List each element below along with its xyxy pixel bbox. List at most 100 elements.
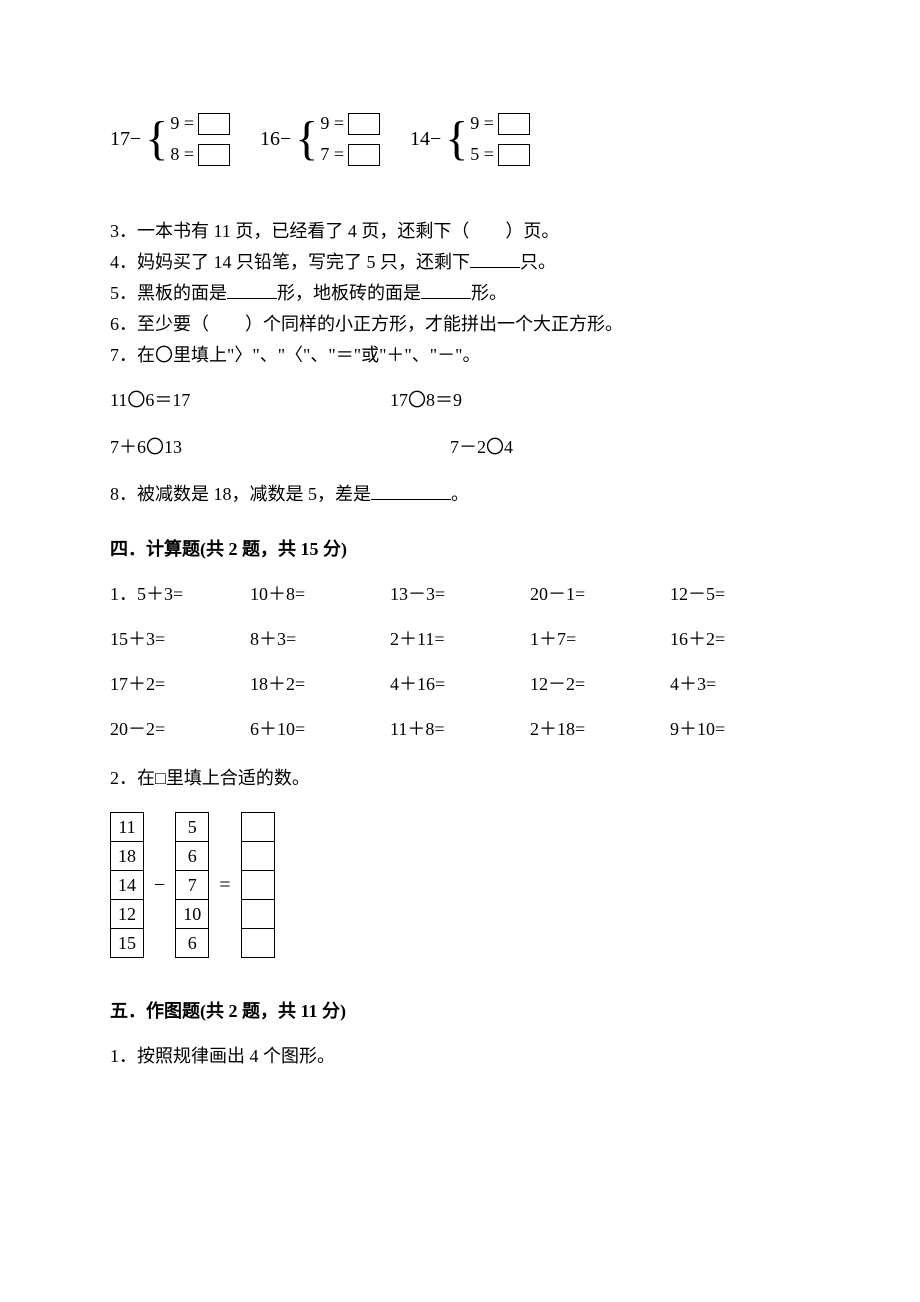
result-column [241, 812, 275, 958]
eq-line: 9 = [320, 110, 380, 137]
calc-cell: 10＋8= [250, 581, 390, 608]
answer-box[interactable] [348, 113, 380, 135]
calc-cell: 4＋3= [670, 671, 810, 698]
eq-lead: 14− [410, 124, 441, 154]
table-cell: 15 [111, 929, 144, 958]
eq-lead: 16− [260, 124, 291, 154]
question-7: 7．在〇里填上"〉"、"〈"、"＝"或"＋"、"－"。 [110, 342, 810, 369]
calc-cell: 12－5= [670, 581, 810, 608]
calc-cell: 20－2= [110, 716, 250, 743]
eq-line: 9 = [170, 110, 230, 137]
compare-cell: 11〇6＝17 [110, 387, 390, 414]
eq-group-1: 17− { 9 = 8 = [110, 110, 230, 168]
calc-cell: 15＋3= [110, 626, 250, 653]
minus-sign: − [152, 870, 167, 900]
equals-sign: = [217, 870, 232, 900]
eq-lead: 17− [110, 124, 141, 154]
q8-pre: 8．被减数是 18，减数是 5，差是 [110, 484, 371, 504]
blank-underline[interactable] [470, 249, 520, 268]
eq-lhs: 9 = [470, 110, 494, 137]
table-cell: 18 [111, 842, 144, 871]
table-cell: 5 [176, 813, 209, 842]
eq-group-3: 14− { 9 = 5 = [410, 110, 530, 168]
calc-cell: 9＋10= [670, 716, 810, 743]
section-4-header: 四．计算题(共 2 题，共 15 分) [110, 536, 810, 563]
brace-equation-row: 17− { 9 = 8 = 16− { 9 = [110, 110, 810, 168]
table-equation: 11 18 14 12 15 − 5 6 7 10 6 = [110, 812, 810, 958]
answer-box[interactable] [498, 113, 530, 135]
q5-mid: 形，地板砖的面是 [277, 283, 421, 303]
eq-lines: 9 = 5 = [470, 110, 530, 168]
question-4: 4．妈妈买了 14 只铅笔，写完了 5 只，还剩下 只。 [110, 249, 810, 276]
eq-group-2: 16− { 9 = 7 = [260, 110, 380, 168]
blank-underline[interactable] [371, 481, 451, 500]
answer-cell[interactable] [241, 929, 274, 958]
calc-grid: 1．5＋3= 10＋8= 13－3= 20－1= 12－5= 15＋3= 8＋3… [110, 581, 810, 743]
blank-underline[interactable] [421, 280, 471, 299]
table-cell: 14 [111, 871, 144, 900]
calc-cell: 1＋7= [530, 626, 670, 653]
compare-row-2: 7＋6〇13 7－2〇4 [110, 434, 810, 461]
table-cell: 11 [111, 813, 144, 842]
answer-cell[interactable] [241, 842, 274, 871]
calc-cell: 2＋11= [390, 626, 530, 653]
q5-post: 形。 [471, 283, 507, 303]
eq-lines: 9 = 8 = [170, 110, 230, 168]
q8-post: 。 [451, 484, 469, 504]
section-4-q2: 2．在□里填上合适的数。 [110, 765, 810, 792]
answer-box[interactable] [348, 144, 380, 166]
calc-cell: 11＋8= [390, 716, 530, 743]
left-brace-icon: { [145, 115, 168, 163]
answer-box[interactable] [198, 113, 230, 135]
eq-lhs: 7 = [320, 141, 344, 168]
calc-cell: 18＋2= [250, 671, 390, 698]
compare-cell: 7＋6〇13 [110, 434, 390, 461]
eq-lhs: 8 = [170, 141, 194, 168]
table-cell: 12 [111, 900, 144, 929]
answer-cell[interactable] [241, 900, 274, 929]
question-6: 6．至少要（ ）个同样的小正方形，才能拼出一个大正方形。 [110, 311, 810, 338]
table-cell: 10 [176, 900, 209, 929]
eq-lhs: 5 = [470, 141, 494, 168]
section-5-header: 五．作图题(共 2 题，共 11 分) [110, 998, 810, 1025]
blank-underline[interactable] [227, 280, 277, 299]
eq-line: 9 = [470, 110, 530, 137]
question-3: 3．一本书有 11 页，已经看了 4 页，还剩下（ ）页。 [110, 218, 810, 245]
calc-cell: 8＋3= [250, 626, 390, 653]
answer-box[interactable] [198, 144, 230, 166]
question-8: 8．被减数是 18，减数是 5，差是 。 [110, 481, 810, 508]
calc-cell: 6＋10= [250, 716, 390, 743]
answer-cell[interactable] [241, 813, 274, 842]
eq-lhs: 9 = [170, 110, 194, 137]
table-cell: 7 [176, 871, 209, 900]
calc-cell: 13－3= [390, 581, 530, 608]
compare-cell: 7－2〇4 [390, 434, 730, 461]
compare-cell: 17〇8＝9 [390, 387, 670, 414]
table-cell: 6 [176, 842, 209, 871]
q4-post: 只。 [520, 252, 556, 272]
eq-line: 7 = [320, 141, 380, 168]
page-container: 17− { 9 = 8 = 16− { 9 = [0, 0, 920, 1134]
calc-cell: 2＋18= [530, 716, 670, 743]
eq-line: 5 = [470, 141, 530, 168]
calc-cell: 1．5＋3= [110, 581, 250, 608]
section-5-q1: 1．按照规律画出 4 个图形。 [110, 1043, 810, 1070]
eq-line: 8 = [170, 141, 230, 168]
answer-box[interactable] [498, 144, 530, 166]
calc-cell: 17＋2= [110, 671, 250, 698]
eq-lines: 9 = 7 = [320, 110, 380, 168]
question-5: 5．黑板的面是 形，地板砖的面是 形。 [110, 280, 810, 307]
left-brace-icon: { [445, 115, 468, 163]
calc-cell: 4＋16= [390, 671, 530, 698]
q4-pre: 4．妈妈买了 14 只铅笔，写完了 5 只，还剩下 [110, 252, 470, 272]
eq-lhs: 9 = [320, 110, 344, 137]
subtrahend-column: 5 6 7 10 6 [175, 812, 209, 958]
calc-cell: 20－1= [530, 581, 670, 608]
q5-pre: 5．黑板的面是 [110, 283, 227, 303]
answer-cell[interactable] [241, 871, 274, 900]
left-brace-icon: { [295, 115, 318, 163]
calc-cell: 16＋2= [670, 626, 810, 653]
minuend-column: 11 18 14 12 15 [110, 812, 144, 958]
compare-row-1: 11〇6＝17 17〇8＝9 [110, 387, 810, 414]
calc-cell: 12－2= [530, 671, 670, 698]
